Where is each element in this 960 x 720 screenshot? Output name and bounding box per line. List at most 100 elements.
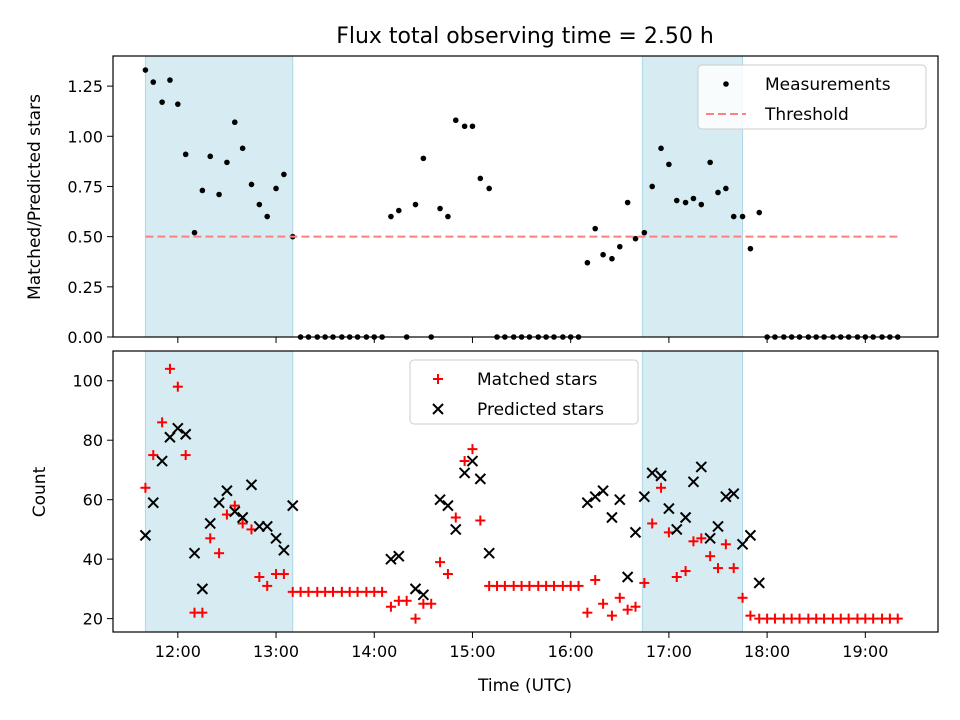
data-point xyxy=(843,613,854,624)
data-point xyxy=(204,517,216,530)
marker-stroke xyxy=(432,403,444,415)
y-tick-label: 60 xyxy=(83,491,103,510)
data-point xyxy=(737,592,748,603)
chart-title: Flux total observing time = 2.50 h xyxy=(336,24,714,49)
marker-stroke xyxy=(147,496,159,509)
data-point xyxy=(148,450,159,461)
data-point xyxy=(632,235,639,242)
data-point xyxy=(739,213,746,220)
data-point xyxy=(420,155,427,162)
data-point xyxy=(458,467,471,479)
data-point xyxy=(609,255,615,262)
data-point xyxy=(666,161,672,168)
y-axis-label-count: Count xyxy=(30,466,50,517)
data-point xyxy=(753,577,765,589)
marker-stroke xyxy=(139,529,152,542)
data-point xyxy=(736,538,749,550)
marker-stroke xyxy=(450,523,462,536)
data-point xyxy=(649,183,655,190)
legend-box xyxy=(409,359,639,425)
data-point xyxy=(248,181,255,188)
legend-box xyxy=(697,64,927,130)
data-point xyxy=(671,523,683,536)
marker-stroke xyxy=(597,485,609,497)
data-point xyxy=(756,209,763,216)
data-point xyxy=(524,580,535,591)
data-point xyxy=(396,207,402,214)
data-point xyxy=(696,533,707,544)
data-point xyxy=(630,601,641,612)
marker-stroke xyxy=(483,547,495,559)
marker-stroke xyxy=(261,520,273,533)
data-point xyxy=(175,101,181,107)
data-point xyxy=(214,548,225,559)
data-point xyxy=(663,502,675,515)
marker-stroke xyxy=(172,422,184,435)
marker-stroke xyxy=(278,544,290,556)
data-point xyxy=(191,229,198,236)
data-point xyxy=(621,571,634,583)
marker-stroke xyxy=(417,589,430,601)
data-point xyxy=(688,536,699,547)
data-point xyxy=(142,67,149,73)
data-point xyxy=(437,205,443,212)
marker-stroke xyxy=(221,485,233,497)
data-point xyxy=(237,518,248,529)
data-point xyxy=(598,598,609,609)
data-point xyxy=(646,467,658,479)
data-point xyxy=(690,195,697,202)
data-point xyxy=(385,553,397,565)
data-point xyxy=(159,99,165,105)
data-point xyxy=(224,159,230,166)
data-point xyxy=(188,547,201,559)
data-point xyxy=(164,431,176,443)
series-predicted-stars xyxy=(139,422,765,601)
data-point xyxy=(475,515,486,526)
legend-label: Measurements xyxy=(765,75,891,95)
data-point xyxy=(720,539,731,550)
data-point xyxy=(589,490,601,503)
data-point xyxy=(450,523,462,536)
data-point xyxy=(164,363,175,374)
marker-stroke xyxy=(728,488,740,500)
legend-marker-x xyxy=(432,403,444,415)
data-point xyxy=(590,574,601,585)
data-point xyxy=(197,607,208,618)
y-tick-label: 20 xyxy=(83,610,103,629)
data-point xyxy=(730,213,737,220)
marker-stroke xyxy=(204,517,216,530)
data-point xyxy=(150,79,157,85)
data-point xyxy=(442,569,453,580)
data-point xyxy=(352,586,363,597)
data-point xyxy=(680,566,691,577)
data-point xyxy=(412,201,419,208)
data-point xyxy=(156,455,168,467)
data-point xyxy=(548,580,559,591)
data-point xyxy=(467,444,478,455)
y-tick-label: 1.25 xyxy=(67,77,103,96)
data-point xyxy=(207,153,214,160)
data-point xyxy=(452,117,459,124)
data-point xyxy=(239,145,246,152)
data-point xyxy=(584,259,591,266)
y-tick-label: 0.25 xyxy=(67,278,103,297)
data-point xyxy=(573,580,584,591)
x-tick-label: 15:00 xyxy=(449,642,495,661)
data-point xyxy=(435,557,446,568)
data-point xyxy=(196,583,209,595)
observing-window-1 xyxy=(641,350,744,633)
data-point xyxy=(450,512,461,523)
data-point xyxy=(728,563,739,574)
data-point xyxy=(647,518,658,529)
data-point xyxy=(720,490,732,503)
marker-stroke xyxy=(196,583,209,595)
data-point xyxy=(393,550,405,562)
marker-stroke xyxy=(629,526,642,539)
data-point xyxy=(182,151,189,158)
data-point xyxy=(698,201,705,208)
data-point xyxy=(236,511,249,524)
marker-stroke xyxy=(466,455,479,467)
data-point xyxy=(434,493,446,506)
marker-stroke xyxy=(589,490,601,503)
marker-stroke xyxy=(245,479,258,491)
